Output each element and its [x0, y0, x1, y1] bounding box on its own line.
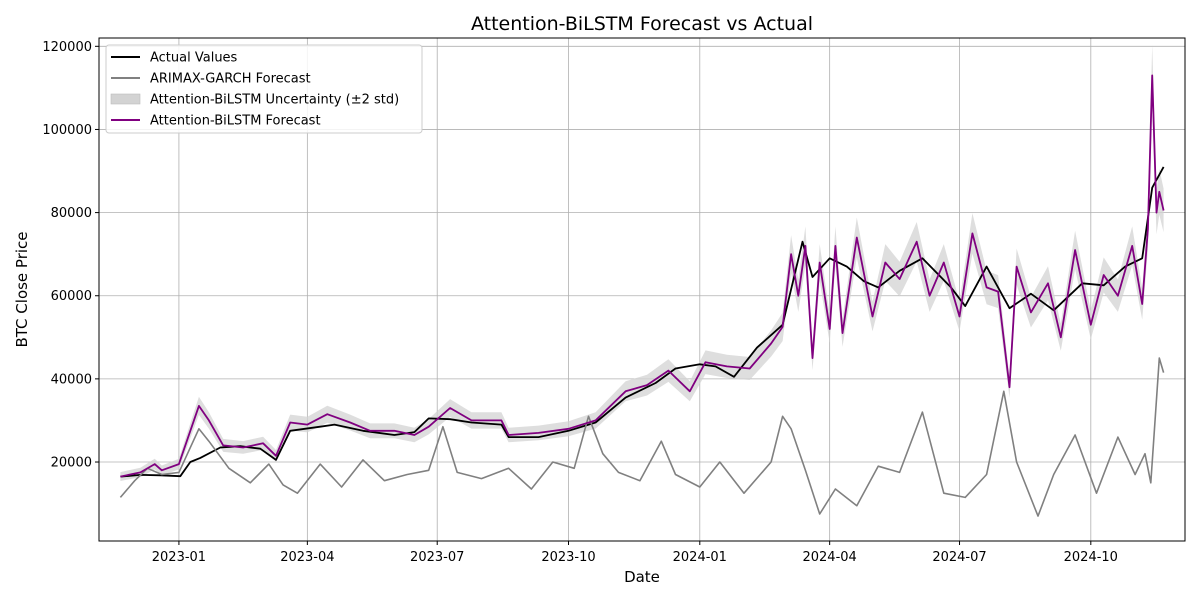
- x-tick-label: 2024-10: [1064, 550, 1118, 565]
- actual-values-line: [120, 166, 1165, 478]
- legend-label-uncertainty: Attention-BiLSTM Uncertainty (±2 std): [150, 93, 399, 108]
- legend-label-arimax: ARIMAX-GARCH Forecast: [150, 72, 311, 87]
- chart-title: Attention-BiLSTM Forecast vs Actual: [471, 13, 813, 35]
- y-tick-label: 100000: [42, 123, 92, 138]
- grid-layer: [99, 38, 1185, 541]
- x-tick-label: 2024-04: [802, 550, 856, 565]
- attention-bilstm-forecast-line: [120, 74, 1165, 478]
- x-tick-label: 2023-01: [152, 550, 206, 565]
- x-tick-label: 2023-10: [541, 550, 595, 565]
- legend-box: [105, 44, 423, 134]
- y-tick-label: 120000: [42, 40, 92, 55]
- arimax-garch-forecast-line: [119, 357, 1165, 517]
- y-axis-label: BTC Close Price: [13, 231, 31, 347]
- x-tick-label: 2024-07: [932, 550, 986, 565]
- legend-label-bilstm: Attention-BiLSTM Forecast: [150, 114, 321, 129]
- legend-swatch-uncertainty: [110, 93, 141, 105]
- y-tick-label: 40000: [51, 372, 92, 387]
- plot-frame: [98, 37, 1186, 542]
- y-tick-label: 20000: [51, 456, 92, 471]
- series-layer: [119, 74, 1165, 517]
- tick-layer: 2023-01 2023-04 2023-07 2023-10 2024-01 2024-…: [42, 40, 1118, 565]
- legend: Actual Values ARIMAX-GARCH Forecast Atte…: [105, 44, 423, 134]
- y-tick-label: 60000: [51, 289, 92, 304]
- x-tick-label: 2023-04: [280, 550, 334, 565]
- uncertainty-band-layer: [120, 44, 1164, 482]
- y-tick-label: 80000: [51, 206, 92, 221]
- x-axis-label: Date: [624, 568, 660, 586]
- legend-label-actual: Actual Values: [150, 51, 238, 66]
- x-tick-label: 2023-07: [410, 550, 464, 565]
- uncertainty-band: [120, 44, 1164, 482]
- x-tick-label: 2024-01: [673, 550, 727, 565]
